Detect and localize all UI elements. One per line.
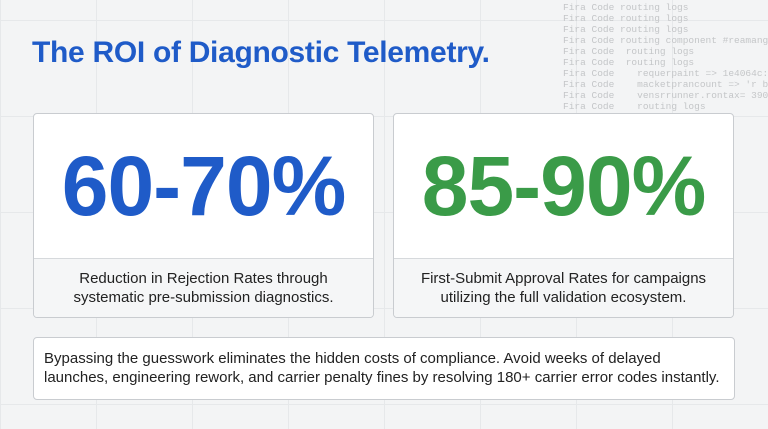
code-line: Fira Code routing logs <box>563 57 695 68</box>
caption-line: utilizing the full validation ecosystem. <box>440 289 687 306</box>
code-line: Fira Code routing logs <box>563 101 706 112</box>
stat-value: 60-70% <box>61 138 347 233</box>
title: The ROI of Diagnostic Telemetry. <box>32 36 490 69</box>
caption-line: First-Submit Approval Rates for campaign… <box>420 270 707 287</box>
summary-line: Bypassing the guesswork eliminates the h… <box>44 350 661 367</box>
background-code: Fira Code routing logs Fira Code routing … <box>563 2 768 112</box>
summary-line: launches, engineering rework, and carrie… <box>44 369 720 386</box>
stat-card: 60-70% Reduction in Rejection Rates thro… <box>33 113 374 318</box>
code-line: Fira Code vensrrunner.rontax= 390862 <box>563 90 768 101</box>
stat-card: 85-90% First-Submit Approval Rates for c… <box>393 113 734 318</box>
summary-box: Bypassing the guesswork eliminates the h… <box>33 337 735 400</box>
code-line: Fira Code macketprancount => 'r blod <box>563 79 768 90</box>
code-line: Fira Code routing logs <box>563 24 689 35</box>
code-line: Fira Code routing logs <box>563 2 689 13</box>
code-line: Fira Code requerpaint => 1e4064c:290 <box>563 68 768 79</box>
stat-value: 85-90% <box>421 138 707 233</box>
caption-line: systematic pre-submission diagnostics. <box>73 289 334 306</box>
stat-caption: Reduction in Rejection Rates through sys… <box>34 258 373 317</box>
code-line: Fira Code routing component #reamangemen… <box>563 35 768 46</box>
caption-line: Reduction in Rejection Rates through <box>79 270 328 287</box>
code-line: Fira Code routing logs <box>563 13 689 24</box>
code-line: Fira Code routing logs <box>563 46 695 57</box>
stat-caption: First-Submit Approval Rates for campaign… <box>394 258 733 317</box>
